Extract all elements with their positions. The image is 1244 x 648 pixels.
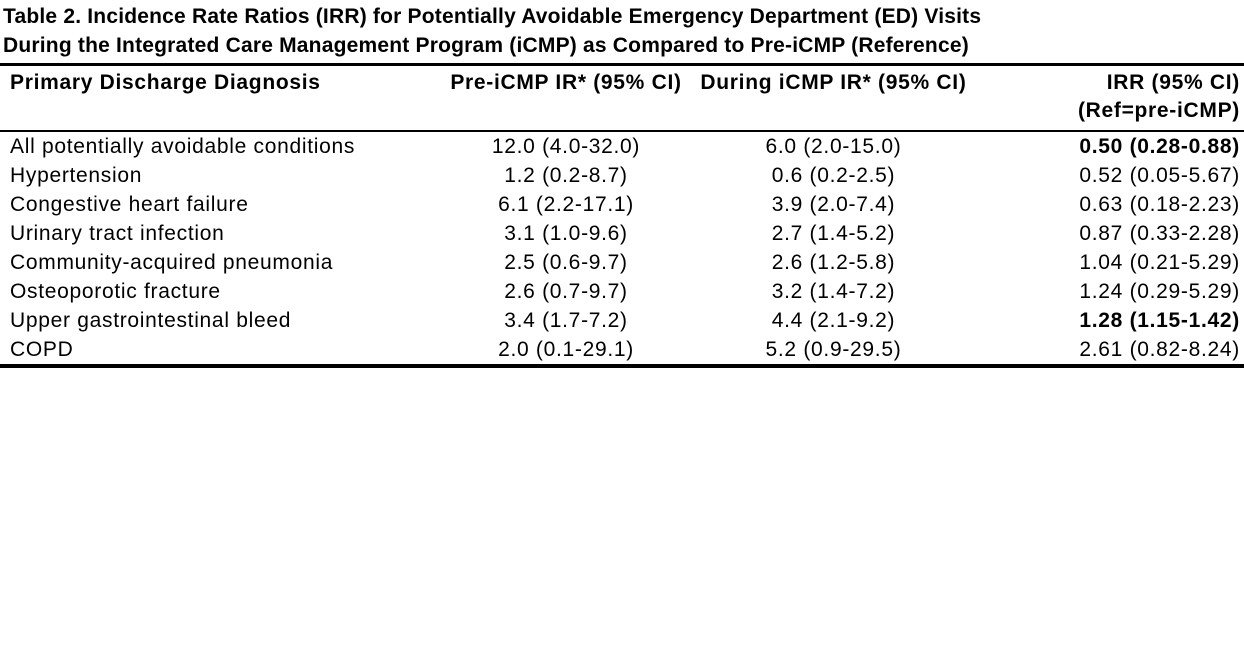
- during-icmp-ir-cell: 2.6 (1.2-5.8): [771, 251, 896, 274]
- header-during-icmp-ir: During iCMP IR* (95% CI): [684, 64, 983, 132]
- diagnosis-cell: Osteoporotic fracture: [10, 280, 221, 303]
- irr-cell: 1.28 (1.15-1.42): [1079, 309, 1240, 332]
- irr-cell: 2.61 (0.82-8.24): [1079, 338, 1240, 361]
- pre-icmp-ir-cell: 2.5 (0.6-9.7): [504, 251, 628, 274]
- diagnosis-cell: Community-acquired pneumonia: [10, 251, 334, 274]
- table-row: Urinary tract infection 3.1 (1.0-9.6) 2.…: [0, 219, 1244, 248]
- diagnosis-cell: All potentially avoidable conditions: [10, 135, 356, 158]
- during-icmp-ir-cell: 5.2 (0.9-29.5): [765, 338, 902, 361]
- irr-cell: 1.24 (0.29-5.29): [1079, 280, 1240, 303]
- irr-cell: 1.04 (0.21-5.29): [1079, 251, 1240, 274]
- pre-icmp-ir-cell: 3.4 (1.7-7.2): [504, 309, 628, 332]
- irr-cell: 0.52 (0.05-5.67): [1079, 164, 1240, 187]
- table-title-line1: Table 2. Incidence Rate Ratios (IRR) for…: [3, 5, 982, 28]
- diagnosis-cell: COPD: [10, 338, 74, 361]
- during-icmp-ir-cell: 3.2 (1.4-7.2): [771, 280, 896, 303]
- diagnosis-cell: Hypertension: [10, 164, 143, 187]
- diagnosis-cell: Upper gastrointestinal bleed: [10, 309, 292, 332]
- table-row: Congestive heart failure 6.1 (2.2-17.1) …: [0, 190, 1244, 219]
- during-icmp-ir-cell: 0.6 (0.2-2.5): [771, 164, 896, 187]
- table-row: All potentially avoidable conditions 12.…: [0, 131, 1244, 161]
- irr-cell: 0.50 (0.28-0.88): [1079, 135, 1240, 158]
- during-icmp-ir-cell: 2.7 (1.4-5.2): [771, 222, 896, 245]
- irr-cell: 0.87 (0.33-2.28): [1079, 222, 1240, 245]
- during-icmp-ir-cell: 4.4 (2.1-9.2): [771, 309, 896, 332]
- table-row: Upper gastrointestinal bleed 3.4 (1.7-7.…: [0, 306, 1244, 335]
- pre-icmp-ir-cell: 12.0 (4.0-32.0): [491, 135, 641, 158]
- diagnosis-cell: Urinary tract infection: [10, 222, 225, 245]
- header-pre-icmp-ir: Pre-iCMP IR* (95% CI): [447, 64, 685, 132]
- during-icmp-ir-cell: 3.9 (2.0-7.4): [771, 193, 896, 216]
- pre-icmp-ir-cell: 2.0 (0.1-29.1): [498, 338, 634, 361]
- irr-cell: 0.63 (0.18-2.23): [1079, 193, 1240, 216]
- pre-icmp-ir-cell: 1.2 (0.2-8.7): [504, 164, 628, 187]
- header-diagnosis: Primary Discharge Diagnosis: [0, 64, 448, 132]
- table-title-line2: During the Integrated Care Management Pr…: [3, 34, 969, 57]
- table-row: COPD 2.0 (0.1-29.1) 5.2 (0.9-29.5) 2.61 …: [0, 335, 1244, 366]
- table-row: Hypertension 1.2 (0.2-8.7) 0.6 (0.2-2.5)…: [0, 161, 1244, 190]
- document-page: Table 2. Incidence Rate Ratios (IRR) for…: [0, 2, 1244, 368]
- table-row: Osteoporotic fracture 2.6 (0.7-9.7) 3.2 …: [0, 277, 1244, 306]
- header-irr-line2: (Ref=pre-iCMP): [1077, 99, 1240, 122]
- header-irr: IRR (95% CI) (Ref=pre-iCMP): [982, 64, 1244, 132]
- during-icmp-ir-cell: 6.0 (2.0-15.0): [765, 135, 902, 158]
- table-title: Table 2. Incidence Rate Ratios (IRR) for…: [0, 2, 1244, 60]
- table-row: Community-acquired pneumonia 2.5 (0.6-9.…: [0, 248, 1244, 277]
- header-irr-line1: IRR (95% CI): [1106, 71, 1240, 94]
- pre-icmp-ir-cell: 2.6 (0.7-9.7): [504, 280, 628, 303]
- diagnosis-cell: Congestive heart failure: [10, 193, 249, 216]
- irr-results-table: Primary Discharge Diagnosis Pre-iCMP IR*…: [0, 63, 1244, 368]
- table-header-row: Primary Discharge Diagnosis Pre-iCMP IR*…: [0, 64, 1244, 132]
- pre-icmp-ir-cell: 3.1 (1.0-9.6): [504, 222, 628, 245]
- pre-icmp-ir-cell: 6.1 (2.2-17.1): [498, 193, 634, 216]
